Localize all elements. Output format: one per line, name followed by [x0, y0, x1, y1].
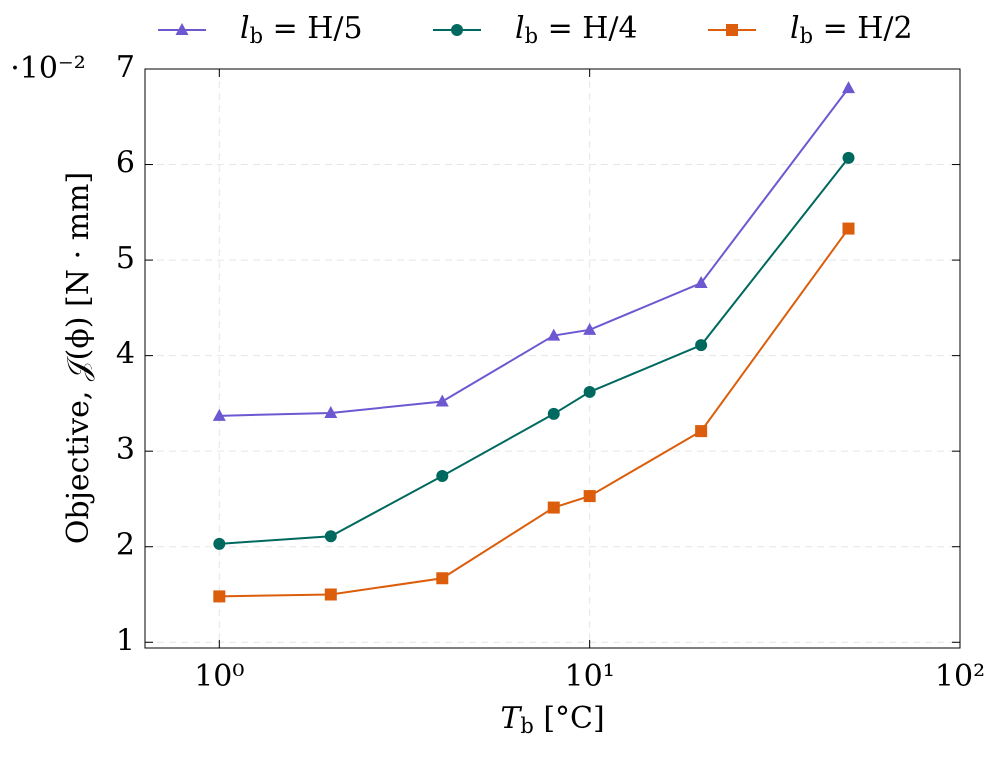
- y-tick-label: 7: [116, 50, 135, 85]
- marker: [435, 394, 449, 407]
- y-scale-label: ·10⁻²: [10, 51, 86, 86]
- x-tick-label: 10¹: [565, 659, 615, 694]
- legend-label: lb = H/4: [515, 11, 638, 48]
- x-tick-label: 10⁰: [194, 659, 244, 694]
- marker: [695, 339, 708, 352]
- marker: [324, 588, 337, 601]
- marker: [324, 405, 338, 418]
- y-tick-label: 1: [116, 623, 135, 658]
- marker: [695, 425, 708, 438]
- marker: [324, 530, 337, 543]
- marker: [842, 151, 855, 164]
- marker: [436, 470, 449, 483]
- y-tick-label: 6: [116, 146, 135, 181]
- y-tick-label: 2: [116, 528, 135, 563]
- marker: [583, 490, 596, 503]
- marker: [213, 590, 226, 603]
- y-tick-label: 4: [116, 337, 135, 372]
- marker: [547, 501, 560, 514]
- legend-label: lb = H/2: [790, 11, 913, 48]
- series-line: [219, 87, 850, 417]
- marker: [175, 23, 189, 35]
- y-axis-label: Objective, 𝒥(ϕ) [N · mm]: [61, 172, 96, 544]
- marker: [547, 328, 561, 341]
- y-tick-label: 3: [116, 432, 135, 467]
- marker: [726, 24, 738, 36]
- marker: [842, 222, 855, 235]
- marker: [583, 322, 597, 335]
- plot-frame: [144, 68, 961, 649]
- marker: [842, 81, 856, 94]
- x-tick-label: 10²: [935, 659, 985, 694]
- marker: [212, 408, 226, 421]
- marker: [694, 276, 708, 289]
- series-line: [219, 157, 850, 545]
- marker: [547, 407, 560, 420]
- y-tick-label: 5: [116, 241, 135, 276]
- marker: [213, 537, 226, 550]
- legend-label: lb = H/5: [240, 11, 363, 48]
- x-axis-label: Tb [°C]: [500, 701, 604, 738]
- marker: [451, 24, 463, 36]
- marker: [583, 385, 596, 398]
- marker: [436, 572, 449, 585]
